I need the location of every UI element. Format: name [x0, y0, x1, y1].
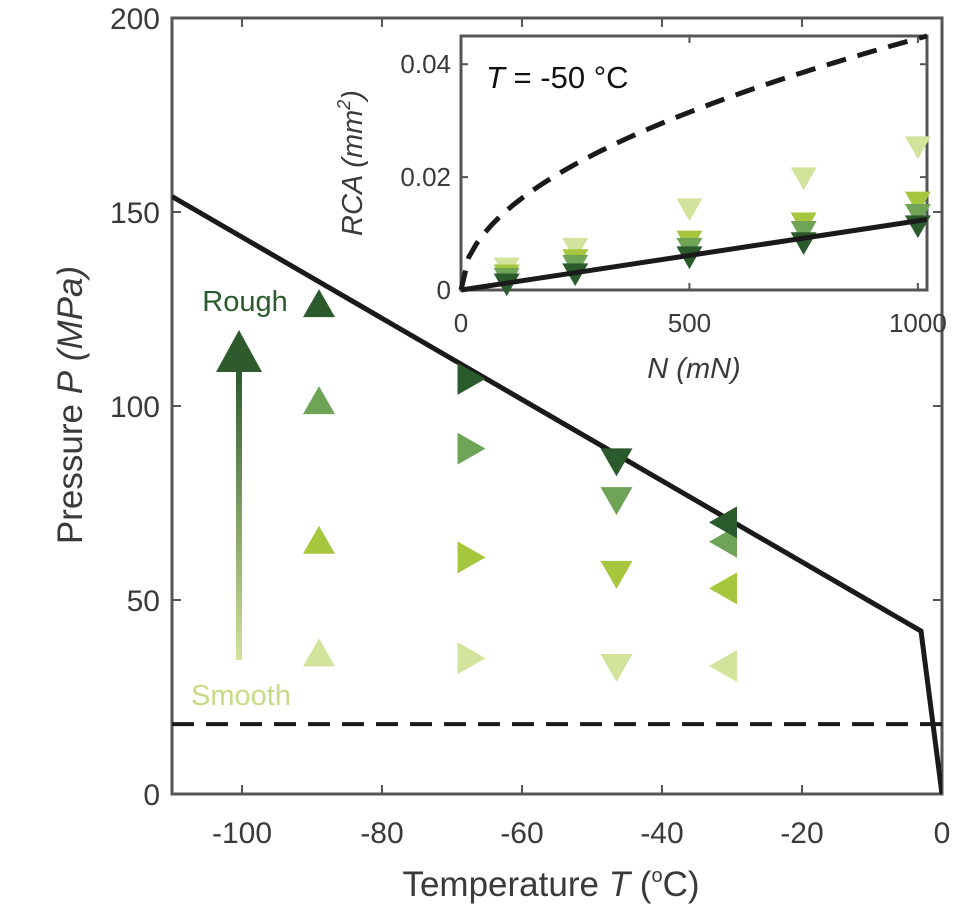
- data-point-triangle-up: [303, 289, 335, 318]
- data-point-triangle-right: [457, 432, 486, 465]
- inset-plot: 0 500 1000 0 0.02 0.04 T = -50 °C N (mN) RCA …: [334, 33, 947, 385]
- inset-fit-line: [460, 216, 928, 293]
- x-tick-label: -40: [640, 817, 683, 850]
- y-axis-label: Pressure P (MPa): [51, 266, 90, 544]
- data-point-triangle-down: [600, 487, 633, 516]
- y-tick-label: 0: [143, 779, 160, 812]
- inset-x-tick-label: 0: [454, 308, 468, 338]
- smooth-to-rough-arrow: [216, 330, 262, 660]
- inset-data-point: [790, 167, 817, 191]
- inset-lines: [458, 33, 928, 291]
- data-point-triangle-left: [709, 572, 737, 605]
- inset-x-tick-label: 1000: [889, 308, 947, 338]
- inset-data-point: [904, 191, 931, 215]
- data-point-triangle-up: [303, 638, 335, 667]
- inset-data-point: [676, 198, 703, 222]
- x-tick-label: -60: [500, 817, 543, 850]
- inset-y-tick-label: 0.04: [400, 49, 451, 79]
- main-markers: [303, 289, 737, 682]
- y-tick-label: 100: [110, 391, 160, 424]
- x-axis-label: Temperature T (oC): [402, 865, 699, 904]
- data-point-triangle-right: [457, 362, 486, 395]
- data-point-triangle-right: [457, 642, 486, 675]
- y-tick-label: 50: [127, 585, 160, 618]
- y-tick-label: 150: [110, 197, 160, 230]
- inset-dashed-curve: [458, 33, 928, 291]
- x-tick-label: 0: [934, 817, 951, 850]
- inset-x-tick-label: 500: [668, 308, 711, 338]
- inset-title: T = -50 °C: [486, 60, 629, 95]
- inset-markers: [460, 136, 931, 297]
- data-point-triangle-down: [600, 448, 633, 477]
- rough-annotation: Rough: [202, 286, 287, 318]
- data-point-triangle-left: [709, 649, 737, 682]
- inset-y-tick-label: 0.02: [400, 162, 451, 192]
- x-tick-label: -20: [780, 817, 823, 850]
- inset-y-axis-label: RCA (mm2): [334, 90, 369, 236]
- main-lines: [172, 194, 942, 794]
- x-tick-label: -100: [212, 817, 272, 850]
- x-tick-label: -80: [360, 817, 403, 850]
- data-point-triangle-down: [600, 560, 633, 589]
- phase-boundary-line: [172, 194, 942, 794]
- smooth-annotation: Smooth: [191, 680, 291, 712]
- inset-data-point: [904, 136, 931, 160]
- inset-x-axis-label: N (mN): [647, 353, 740, 385]
- data-point-triangle-right: [457, 541, 486, 574]
- data-point-triangle-up: [303, 386, 335, 415]
- data-point-triangle-down: [600, 653, 633, 682]
- y-tick-label: 200: [110, 3, 160, 36]
- data-point-triangle-up: [303, 525, 335, 554]
- inset-y-tick-label: 0: [437, 275, 451, 305]
- data-point-triangle-left: [709, 506, 737, 539]
